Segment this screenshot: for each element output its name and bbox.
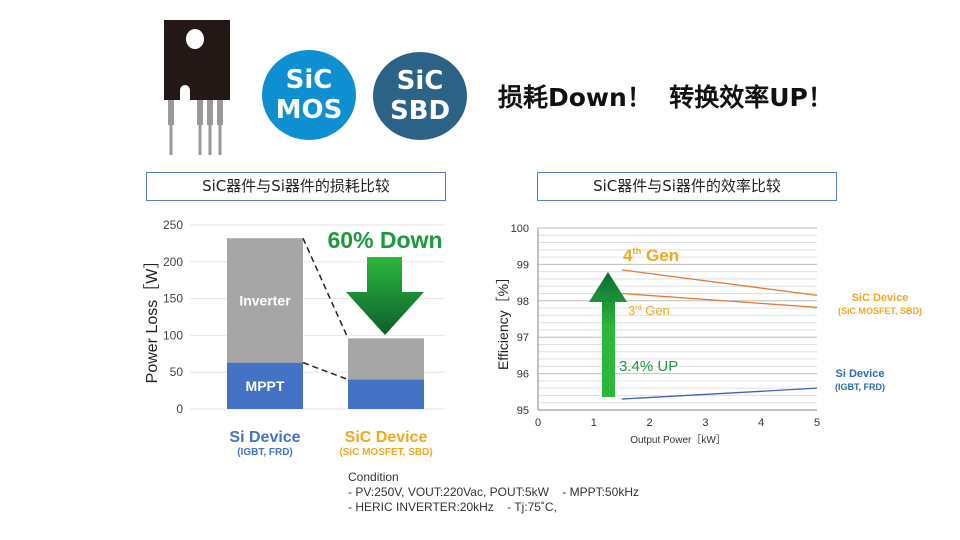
y-tick-label: 200: [163, 255, 183, 269]
y-tick-label: 0: [176, 402, 183, 416]
x-tick-label: 4: [758, 417, 764, 429]
label-part: 4: [623, 246, 633, 265]
si-device-sublabel: (IGBT, FRD): [835, 382, 885, 392]
bar-mppt: [348, 379, 424, 409]
si-device-label: Si Device: [836, 368, 885, 380]
loss-chart-title: SiC器件与Si器件的损耗比较: [146, 172, 446, 201]
y-tick-label: 50: [170, 365, 184, 379]
x-tick-label: 0: [535, 417, 541, 429]
headline: 损耗Down！ 转换效率UP！: [498, 83, 833, 112]
x-axis-label: Output Power［kW］: [630, 434, 726, 446]
category-label: Si Device: [229, 429, 300, 446]
badge-line: MOS: [275, 95, 343, 125]
label-part: rd: [635, 304, 641, 312]
reduction-annotation: 60% Down: [327, 227, 442, 253]
y-tick-label: 95: [517, 405, 529, 417]
series-line-si-device: [621, 387, 818, 400]
x-tick-label: 5: [814, 417, 820, 429]
condition-block: Condition - PV:250V, VOUT:220Vac, POUT:5…: [348, 470, 639, 515]
up-arrow-icon: [589, 272, 627, 397]
category-sublabel: (SiC MOSFET, SBD): [339, 447, 432, 458]
label-part: Gen: [641, 246, 679, 265]
condition-line: - PV:250V, VOUT:220Vac, POUT:5kW - MPPT:…: [348, 485, 639, 499]
y-tick-label: 100: [511, 223, 529, 235]
y-tick-label: 100: [163, 328, 183, 342]
sic-device-sublabel: (SiC MOSFET, SBD): [838, 306, 922, 316]
improvement-annotation: 3.4% UP: [619, 358, 678, 375]
y-tick-label: 96: [517, 369, 529, 381]
x-tick-label: 2: [647, 417, 653, 429]
y-tick-label: 98: [517, 296, 529, 308]
efficiency-chart-title: SiC器件与Si器件的效率比较: [537, 172, 837, 201]
category-sublabel: (IGBT, FRD): [237, 447, 293, 458]
series-label: Inverter: [239, 292, 291, 308]
x-tick-label: 1: [591, 417, 597, 429]
series-line-4th-gen: [621, 269, 818, 296]
y-tick-label: 97: [517, 332, 529, 344]
dashed-connector: [302, 237, 349, 339]
badge-line: SiC: [285, 65, 333, 95]
label-part: 3: [628, 303, 635, 318]
y-axis-label: Efficiency［%］: [495, 270, 511, 370]
label-part: th: [632, 246, 641, 256]
condition-line: - HERIC INVERTER:20kHz - Tj:75˚C,: [348, 500, 557, 514]
y-tick-label: 99: [517, 259, 529, 271]
to220-package-icon: [164, 20, 230, 155]
category-label: SiC Device: [345, 429, 428, 446]
y-tick-label: 250: [163, 218, 183, 232]
y-axis-label: Power Loss［W］: [143, 253, 161, 384]
label-part: Gen: [642, 303, 670, 318]
gen3-label: 3rd Gen: [628, 303, 670, 318]
y-tick-label: 150: [163, 292, 183, 306]
sic-mos-badge: SiC MOS: [262, 50, 356, 140]
dashed-connector: [302, 361, 349, 381]
sic-sbd-badge: SiC SBD: [373, 52, 467, 140]
series-line-3rd-gen: [621, 292, 818, 309]
series-label: MPPT: [246, 378, 285, 394]
sic-device-label: SiC Device: [852, 292, 909, 304]
bar-inverter: [227, 238, 303, 363]
gen4-label: 4th Gen: [623, 246, 679, 265]
badge-line: SBD: [389, 96, 451, 126]
bar-inverter: [348, 338, 424, 380]
down-arrow-icon: [346, 257, 424, 335]
badge-line: SiC: [396, 66, 444, 96]
x-tick-label: 3: [702, 417, 708, 429]
bar-mppt: [227, 362, 303, 409]
condition-title: Condition: [348, 470, 399, 484]
